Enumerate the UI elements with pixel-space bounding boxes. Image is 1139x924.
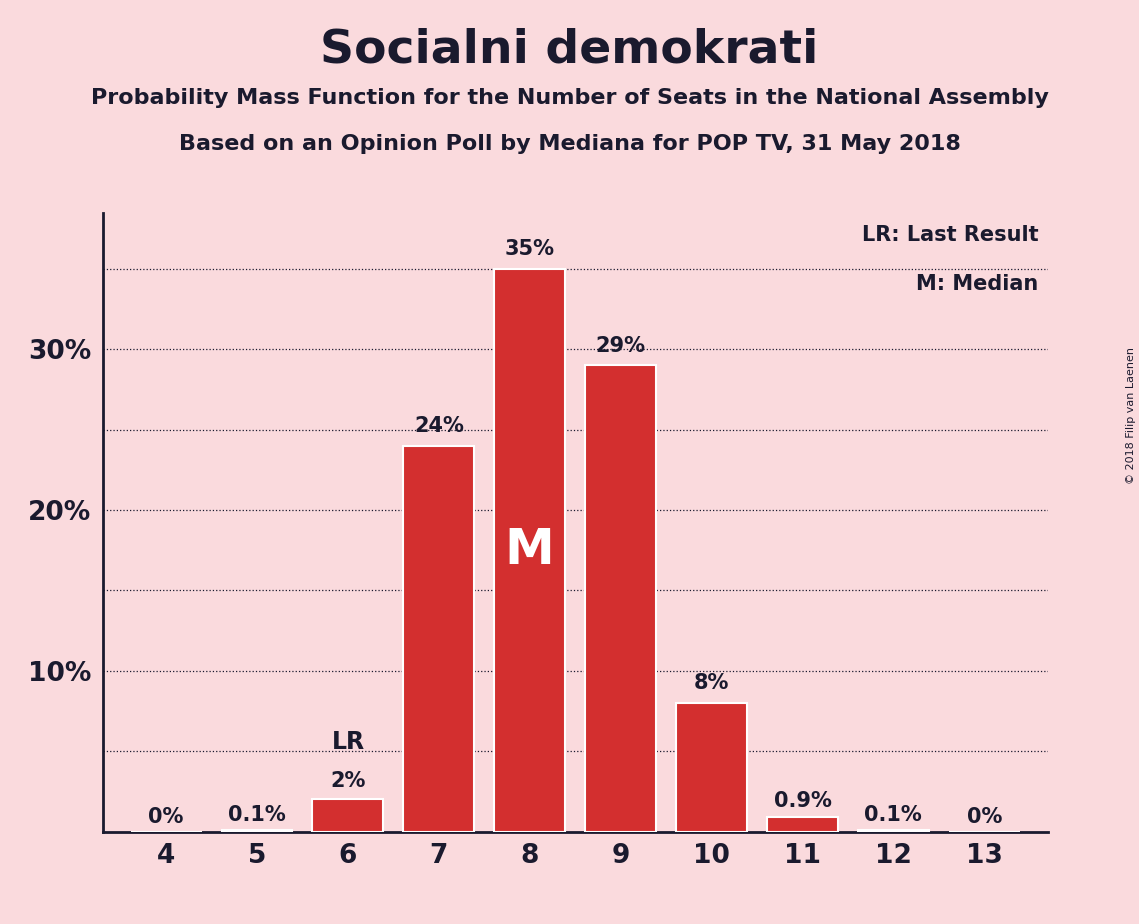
Text: Based on an Opinion Poll by Mediana for POP TV, 31 May 2018: Based on an Opinion Poll by Mediana for … [179,134,960,154]
Bar [222,830,293,832]
Text: 0.1%: 0.1% [865,805,923,825]
Bar [677,703,747,832]
Bar [767,817,838,832]
Text: M: Median: M: Median [916,274,1039,295]
Text: © 2018 Filip van Laenen: © 2018 Filip van Laenen [1126,347,1136,484]
Text: M: M [505,526,555,574]
Text: Probability Mass Function for the Number of Seats in the National Assembly: Probability Mass Function for the Number… [91,88,1048,108]
Text: 29%: 29% [596,335,646,356]
Bar [312,799,384,832]
Bar [494,269,565,832]
Text: LR: Last Result: LR: Last Result [862,225,1039,245]
Text: 0.1%: 0.1% [228,805,286,825]
Text: 0.9%: 0.9% [773,791,831,810]
Bar [585,365,656,832]
Text: 8%: 8% [694,674,729,693]
Text: 0%: 0% [967,807,1002,827]
Text: LR: LR [331,730,364,754]
Bar [858,830,928,832]
Text: 24%: 24% [413,416,464,436]
Text: 2%: 2% [330,772,366,791]
Text: 35%: 35% [505,239,555,259]
Text: Socialni demokrati: Socialni demokrati [320,28,819,73]
Bar [403,445,474,832]
Text: 0%: 0% [148,807,183,827]
